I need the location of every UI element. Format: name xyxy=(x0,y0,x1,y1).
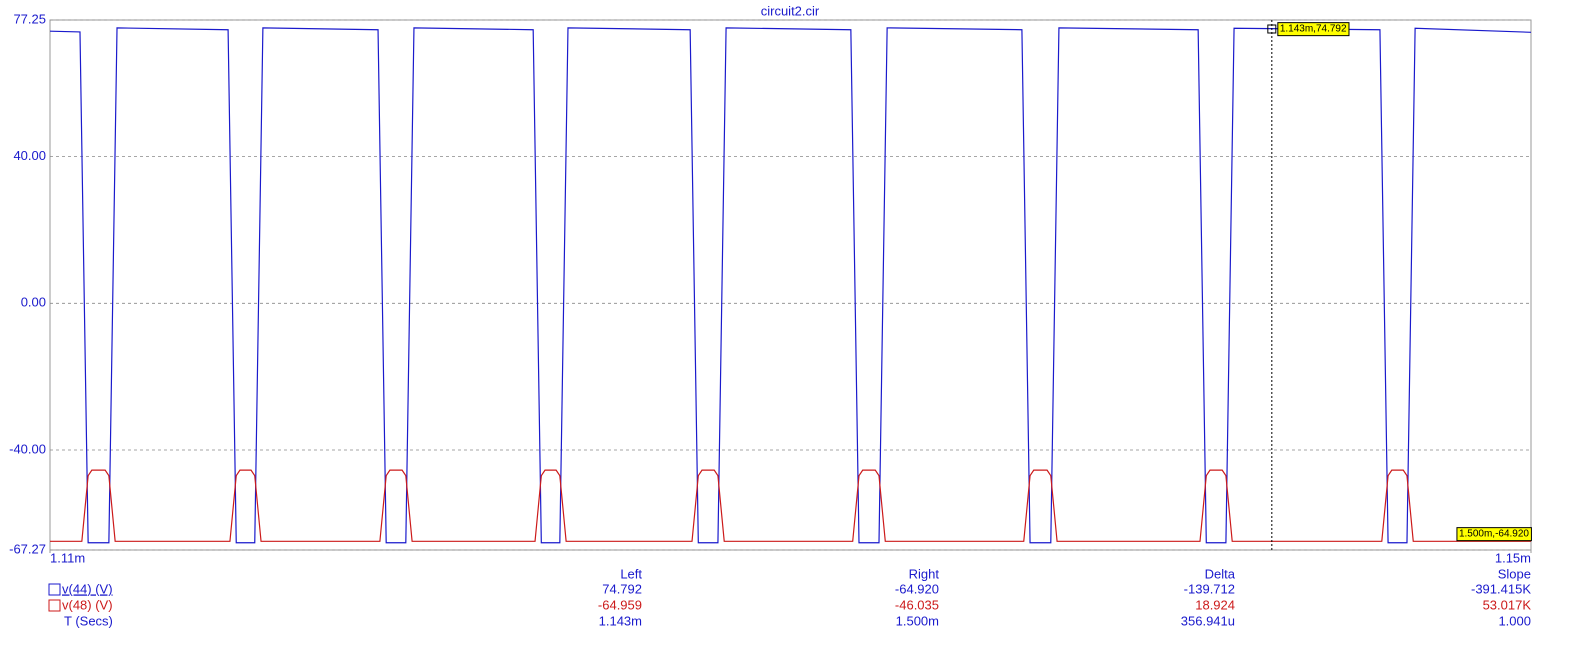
table-cell: -64.959 xyxy=(598,597,642,612)
y-tick-label: 0.00 xyxy=(21,295,46,310)
table-cell: 1.500m xyxy=(896,613,939,628)
column-header: Slope xyxy=(1498,566,1531,581)
x-tick-label: 1.11m xyxy=(50,550,85,565)
y-tick-label: 77.25 xyxy=(13,11,46,26)
table-cell: -46.035 xyxy=(895,597,939,612)
cursor-annotation: 1.500m,-64.920 xyxy=(1456,527,1532,542)
series-line xyxy=(50,469,1531,542)
table-cell: 1.000 xyxy=(1498,613,1531,628)
y-tick-label: -67.27 xyxy=(9,541,46,556)
cursor-annotation: 1.143m,74.792 xyxy=(1277,22,1350,37)
table-cell: 18.924 xyxy=(1195,597,1235,612)
cursor-marker xyxy=(1267,24,1277,34)
table-cell: -64.920 xyxy=(895,581,939,596)
table-cell: -139.712 xyxy=(1184,581,1235,596)
annotation-box xyxy=(1456,527,1532,542)
legend-label: v(48) (V) xyxy=(62,597,113,612)
table-cell: 74.792 xyxy=(602,581,642,596)
column-header: Right xyxy=(909,566,940,581)
table-cell: 1.143m xyxy=(599,613,642,628)
time-label: T (Secs) xyxy=(64,613,113,628)
annotation-label: 1.500m,-64.920 xyxy=(1459,529,1529,540)
legend-swatch xyxy=(48,599,61,612)
table-cell: 356.941u xyxy=(1181,613,1235,628)
y-tick-label: 40.00 xyxy=(13,148,46,163)
annotation-box xyxy=(1277,22,1350,37)
table-cell: -391.415K xyxy=(1471,581,1531,596)
y-tick-label: -40.00 xyxy=(9,441,46,456)
legend-swatch xyxy=(48,583,61,596)
table-cell: 53.017K xyxy=(1483,597,1532,612)
annotation-label: 1.143m,74.792 xyxy=(1280,24,1347,35)
x-tick-label: 1.15m xyxy=(1495,550,1531,565)
column-header: Left xyxy=(620,566,642,581)
legend-label: v(44) (V) xyxy=(62,581,113,596)
series-line xyxy=(49,27,1532,544)
column-header: Delta xyxy=(1205,566,1236,581)
chart-title: circuit2.cir xyxy=(761,3,820,18)
plot-border xyxy=(49,19,1532,551)
